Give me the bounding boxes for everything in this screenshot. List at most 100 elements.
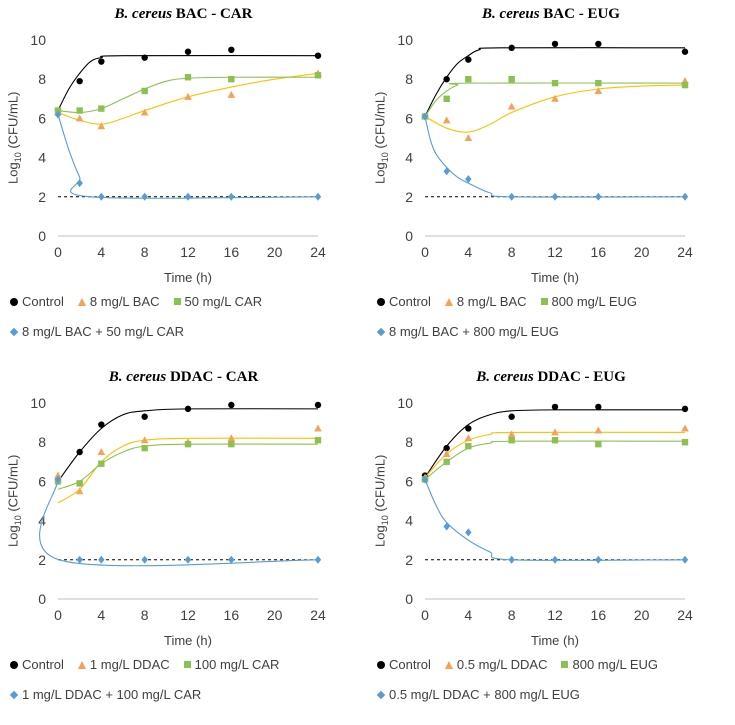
legend-label: 8 mg/L BAC + 800 mg/L EUG <box>389 324 559 339</box>
y-tick-label: 6 <box>405 473 413 489</box>
chart-title-treatment: DDAC - EUG <box>533 369 626 385</box>
x-tick-label: 12 <box>180 244 196 260</box>
triangle-marker-icon <box>77 297 86 306</box>
data-point <box>551 555 559 564</box>
data-point <box>421 112 429 121</box>
x-tick-label: 20 <box>634 607 650 623</box>
legend-label: Control <box>389 657 431 672</box>
data-point <box>76 480 83 487</box>
legend-label: 1 mg/L DDAC + 100 mg/L CAR <box>22 687 202 702</box>
data-point <box>551 403 559 411</box>
y-axis-label-subscript: 10 <box>12 152 23 163</box>
data-point <box>98 105 105 112</box>
legend-item: 1 mg/L DDAC <box>77 657 170 672</box>
chart-title: B. cereus DDAC - EUG <box>367 369 735 386</box>
x-tick-label: 20 <box>267 244 283 260</box>
data-point <box>76 107 83 114</box>
series-fit-curve <box>39 479 319 567</box>
legend-item: 800 mg/L EUG <box>540 294 638 309</box>
legend-item: 1 mg/L DDAC + 100 mg/L CAR <box>9 687 202 702</box>
series-0 <box>421 403 689 479</box>
legend-label: 1 mg/L DDAC <box>89 657 170 672</box>
data-point <box>507 430 516 438</box>
series-1 <box>54 424 322 504</box>
chart-title-species: B. cereus <box>108 369 167 385</box>
y-axis-label: Log10 (CFU/mL) <box>372 455 390 547</box>
x-tick-label: 20 <box>267 607 283 623</box>
series-fit-curve <box>424 47 686 117</box>
legend-item: 50 mg/L CAR <box>173 294 262 309</box>
series-fit-curve <box>424 409 686 478</box>
legend-label: 0.5 mg/L DDAC + 800 mg/L EUG <box>389 687 580 702</box>
x-tick-label: 24 <box>677 607 693 623</box>
data-point <box>184 555 192 564</box>
legend-item: 100 mg/L CAR <box>183 657 279 672</box>
data-point <box>184 48 192 55</box>
data-point <box>595 403 602 411</box>
data-point <box>421 475 429 484</box>
data-point <box>465 175 472 184</box>
data-point <box>507 102 516 110</box>
y-tick-label: 4 <box>38 150 46 166</box>
data-point <box>595 79 602 87</box>
chart-panel-ddac-eug: B. cereus DDAC - EUG 0 2 4 6 8 10 0 4 8 12 16 20 24 Lo… <box>367 363 735 725</box>
data-point <box>141 192 148 201</box>
data-point <box>508 555 515 564</box>
data-point <box>595 440 602 448</box>
y-axis-label: Log10 (CFU/mL) <box>372 92 390 184</box>
x-tick-label: 12 <box>547 244 563 260</box>
data-point <box>443 76 450 83</box>
legend-item: 0.5 mg/L DDAC + 800 mg/L EUG <box>376 687 580 702</box>
y-axis-label-subscript: 10 <box>379 515 390 526</box>
legend-item: 800 mg/L EUG <box>561 657 658 672</box>
data-point <box>76 555 83 564</box>
square-marker-icon <box>561 661 569 668</box>
data-point <box>681 81 689 89</box>
data-point <box>98 555 105 564</box>
data-point <box>314 52 322 59</box>
legend-label: Control <box>22 657 64 672</box>
series-1 <box>421 424 689 481</box>
triangle-marker-icon <box>77 660 86 669</box>
data-point <box>75 114 84 122</box>
legend-label: 8 mg/L BAC <box>456 294 527 309</box>
legend-label: 800 mg/L EUG <box>551 294 638 309</box>
x-tick-label: 4 <box>97 244 105 260</box>
data-point <box>76 448 83 456</box>
y-axis-label-suffix: (CFU/mL) <box>5 454 21 516</box>
chart-title-treatment: BAC - EUG <box>539 6 620 22</box>
y-tick-label: 10 <box>397 395 413 411</box>
chart-title-treatment: DDAC - CAR <box>166 369 259 385</box>
y-axis-label-subscript: 10 <box>12 515 23 526</box>
data-point <box>228 192 235 201</box>
data-point <box>314 72 322 79</box>
y-tick-label: 10 <box>397 32 413 48</box>
data-point <box>141 444 148 452</box>
y-tick-label: 6 <box>38 110 46 126</box>
data-point <box>551 79 559 87</box>
data-point <box>551 94 559 102</box>
diamond-marker-icon <box>376 327 386 336</box>
data-point <box>442 449 451 457</box>
x-tick-label: 12 <box>547 607 563 623</box>
data-point <box>314 437 322 444</box>
y-tick-label: 2 <box>38 189 46 205</box>
legend-item: 0.5 mg/L DDAC <box>444 657 547 672</box>
data-point <box>465 56 472 63</box>
diamond-marker-icon <box>9 690 19 699</box>
diamond-marker-icon <box>376 690 386 699</box>
x-tick-label: 8 <box>141 244 149 260</box>
data-point <box>98 421 105 428</box>
series-3 <box>54 110 322 201</box>
y-tick-label: 0 <box>38 591 46 607</box>
y-axis-label-suffix: (CFU/mL) <box>5 91 21 153</box>
series-3 <box>421 112 689 201</box>
legend-label: 8 mg/L BAC + 50 mg/L CAR <box>22 324 184 339</box>
square-marker-icon <box>173 298 181 305</box>
y-axis-label-subscript: 10 <box>379 152 390 163</box>
series-1 <box>421 77 689 141</box>
legend-row: 0.5 mg/L DDAC + 800 mg/L EUG <box>376 687 594 702</box>
